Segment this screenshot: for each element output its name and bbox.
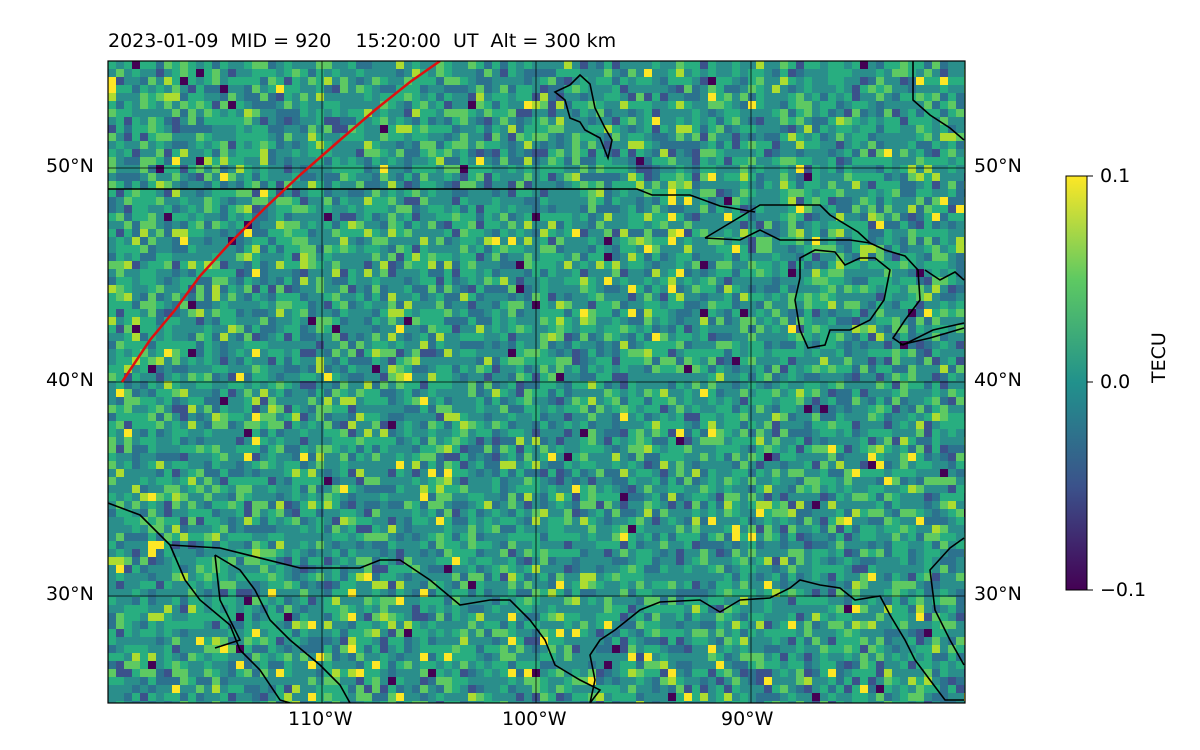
lat-label-40n-right: 40°N — [974, 369, 1022, 391]
lon-label-100w: 100°W — [502, 708, 567, 730]
lat-label-30n-right: 30°N — [974, 583, 1022, 605]
colorbar-tick-min: −0.1 — [1100, 579, 1147, 601]
lat-label-30n-left: 30°N — [46, 583, 94, 605]
colorbar-label: TECU — [1148, 332, 1170, 383]
colorbar-ticks — [1087, 175, 1093, 591]
map-title: 2023-01-09 MID = 920 15:20:00 UT Alt = 3… — [108, 30, 617, 52]
terminator-line — [120, 61, 441, 383]
coastlines — [108, 61, 965, 703]
colorbar-tick-max: 0.1 — [1100, 165, 1131, 187]
lat-label-50n-left: 50°N — [46, 155, 94, 177]
colorbar — [1065, 175, 1088, 591]
graticule — [108, 61, 965, 703]
map-frame — [107, 60, 966, 704]
colorbar-tick-zero: 0.0 — [1100, 371, 1131, 393]
lon-label-110w: 110°W — [288, 708, 353, 730]
lon-label-90w: 90°W — [721, 708, 774, 730]
lat-label-50n-right: 50°N — [974, 155, 1022, 177]
lat-label-40n-left: 40°N — [46, 369, 94, 391]
